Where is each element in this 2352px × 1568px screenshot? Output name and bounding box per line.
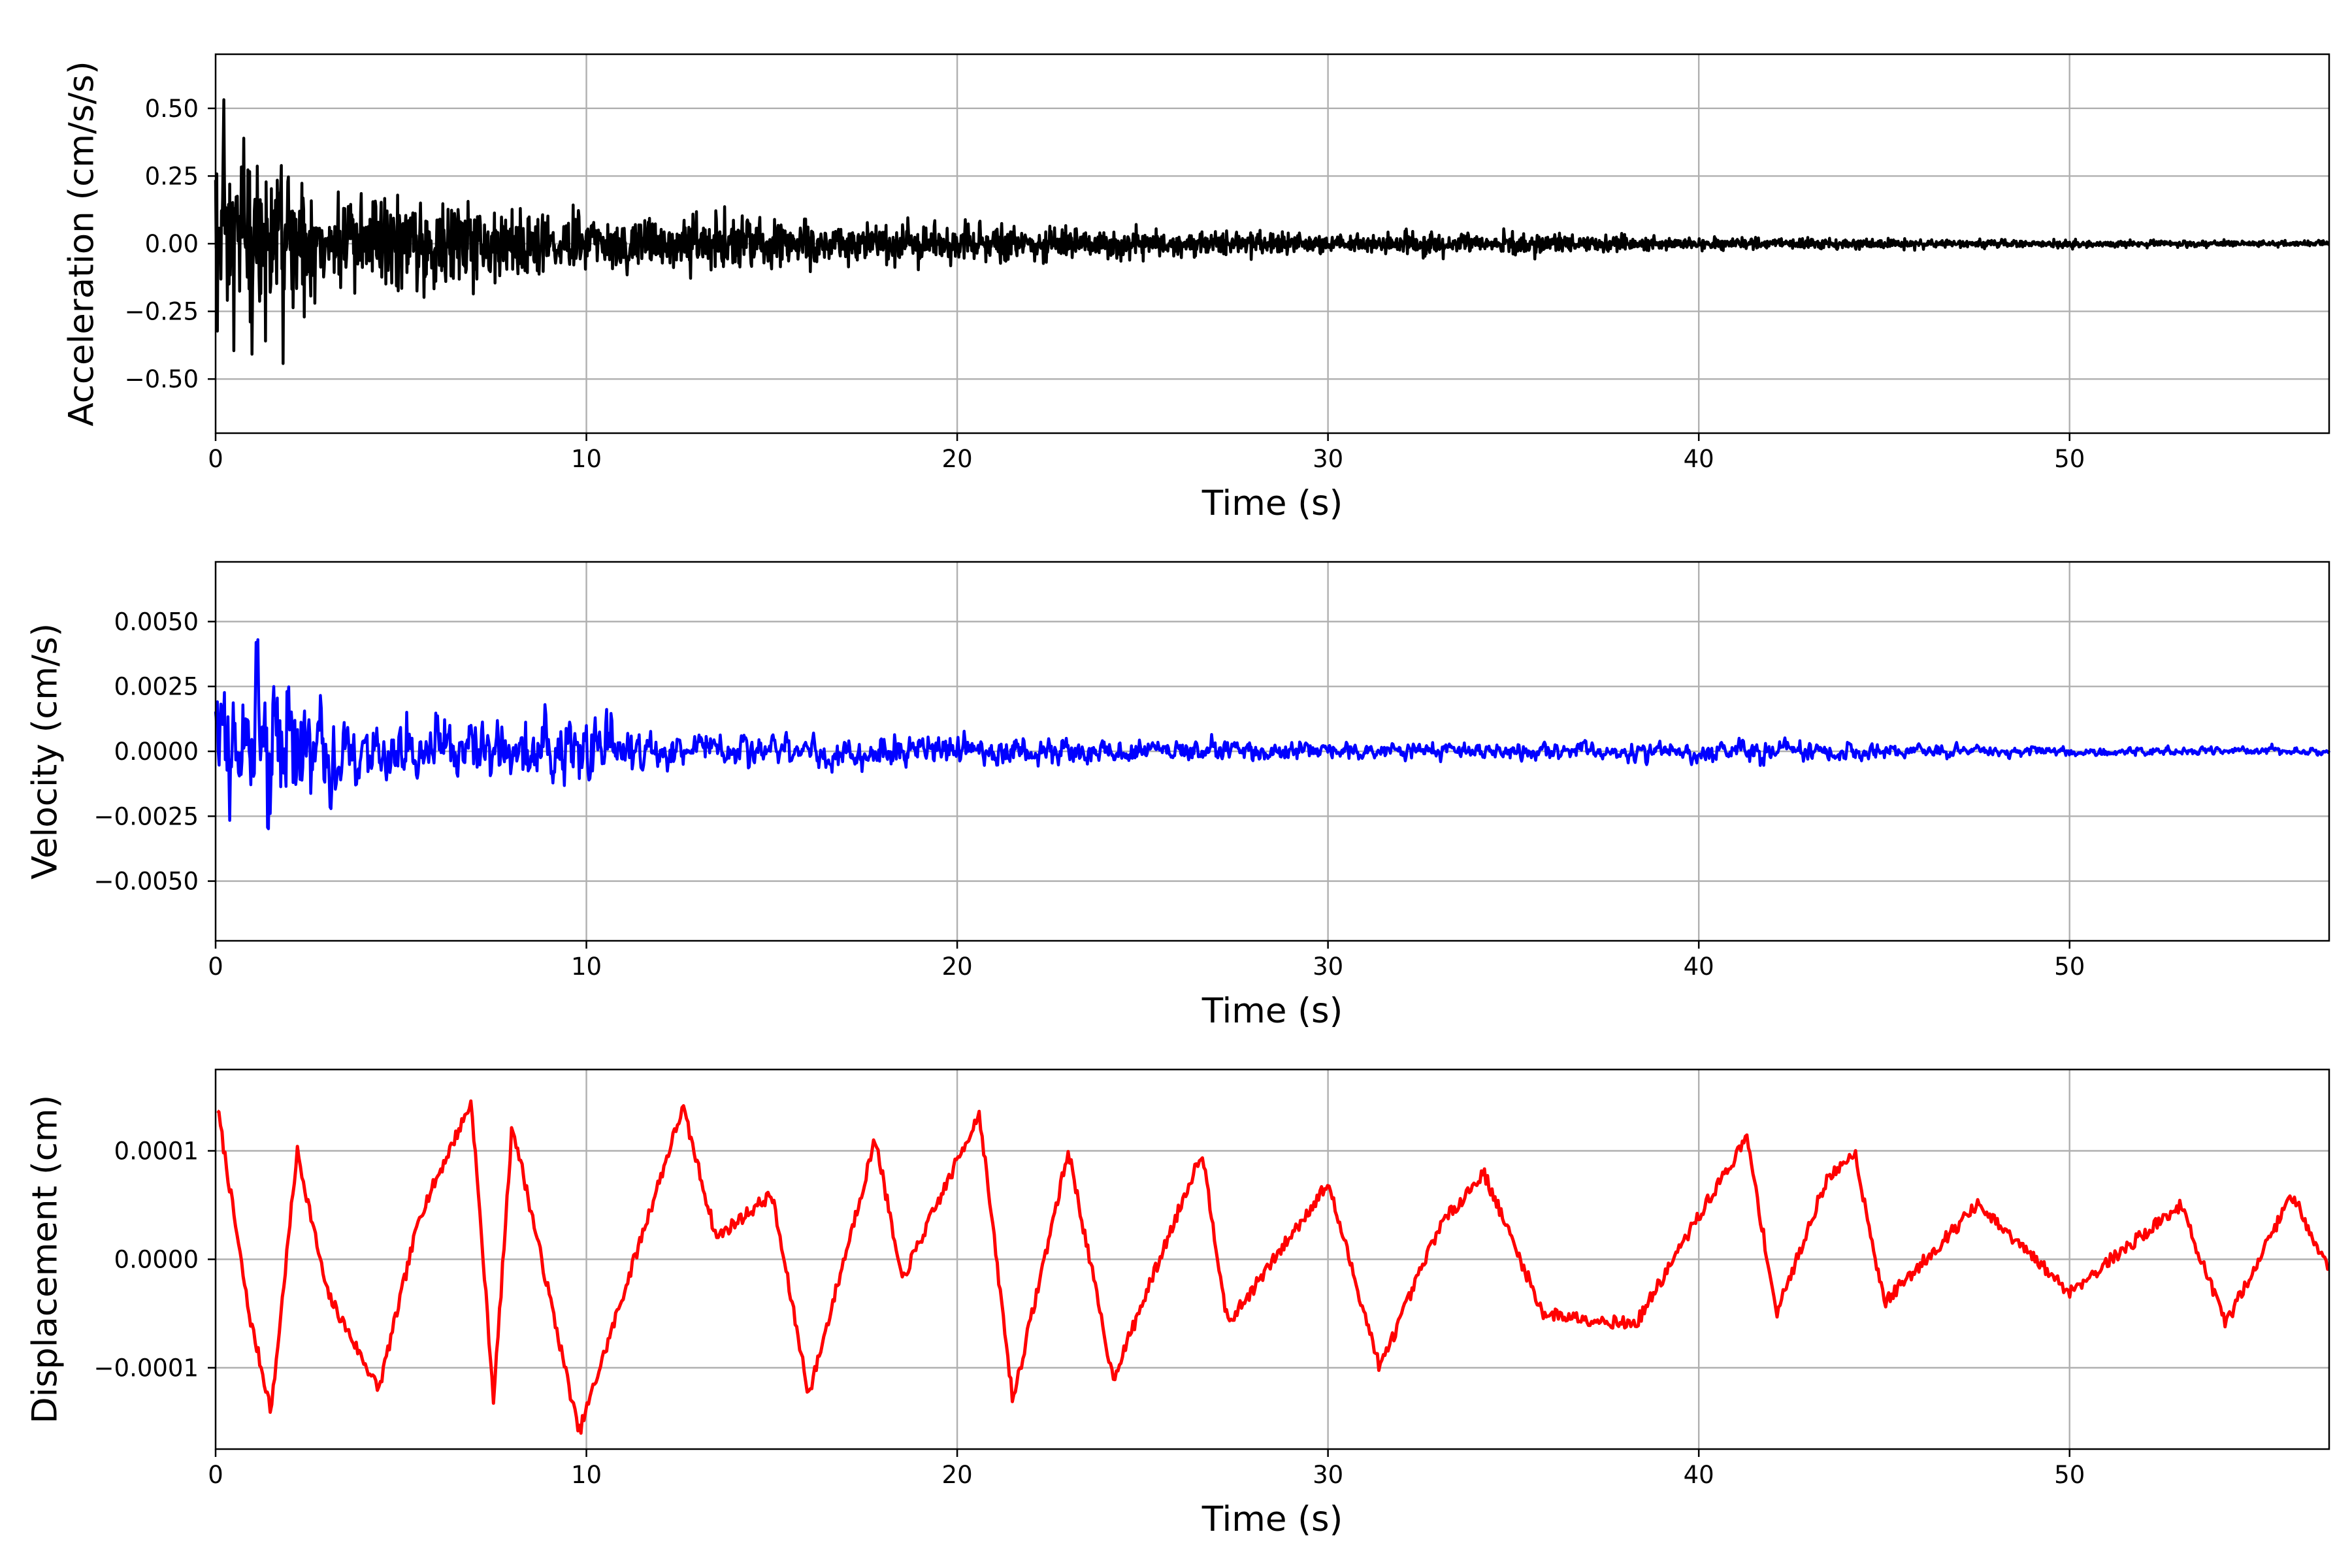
acceleration-ticks: 0 10 20 30 40 50 −0.50 −0.25 0.00 0.25 0.50 — [125, 95, 2085, 473]
displacement-x-tick-label-4: 40 — [1684, 1461, 1714, 1489]
velocity-y-axis-label: Velocity (cm/s) — [25, 623, 65, 879]
acceleration-y-axis-label: Acceleration (cm/s/s) — [62, 61, 102, 426]
displacement-y-axis-label: Displacement (cm) — [25, 1095, 65, 1424]
velocity-x-tick-label-2: 20 — [942, 953, 973, 981]
acceleration-trace — [214, 98, 2330, 365]
acceleration-x-tick-label-5: 50 — [2054, 445, 2085, 473]
velocity-y-tick-label-4: 0.0050 — [114, 608, 199, 636]
velocity-x-tick-label-4: 40 — [1684, 953, 1714, 981]
acceleration-y-tick-label-1: −0.25 — [125, 298, 199, 326]
displacement-x-tick-label-1: 10 — [571, 1461, 602, 1489]
displacement-x-tick-label-2: 20 — [942, 1461, 973, 1489]
velocity-x-tick-label-5: 50 — [2054, 953, 2085, 981]
velocity-x-tick-label-0: 0 — [208, 953, 223, 981]
displacement-y-tick-label-2: 0.0001 — [114, 1137, 199, 1166]
acceleration-y-tick-label-0: −0.50 — [125, 365, 199, 393]
acceleration-x-tick-label-0: 0 — [208, 445, 223, 473]
displacement-x-tick-label-3: 30 — [1313, 1461, 1343, 1489]
acceleration-y-tick-label-3: 0.25 — [145, 162, 199, 190]
acceleration-series-line — [214, 98, 2330, 365]
acceleration-x-tick-label-4: 40 — [1684, 445, 1714, 473]
velocity-y-tick-label-2: 0.0000 — [114, 738, 199, 766]
velocity-panel: 0 10 20 30 40 50 −0.0050 −0.0025 0.0000 0.0025 0.0… — [25, 561, 2331, 1031]
velocity-y-tick-label-0: −0.0050 — [94, 868, 199, 896]
velocity-y-tick-label-3: 0.0025 — [114, 673, 199, 701]
acceleration-x-tick-label-3: 30 — [1313, 445, 1343, 473]
acceleration-panel: 0 10 20 30 40 50 −0.50 −0.25 0.00 0.25 0.50 Time (… — [62, 53, 2330, 523]
displacement-y-tick-label-1: 0.0000 — [114, 1246, 199, 1274]
acceleration-x-tick-label-1: 10 — [571, 445, 602, 473]
velocity-x-tick-label-1: 10 — [571, 953, 602, 981]
velocity-grid — [216, 562, 2329, 941]
displacement-x-tick-label-5: 50 — [2054, 1461, 2085, 1489]
velocity-ticks: 0 10 20 30 40 50 −0.0050 −0.0025 0.0000 0.0025 0.0… — [94, 608, 2085, 981]
velocity-trace — [214, 638, 2331, 830]
velocity-series-line — [214, 638, 2331, 830]
displacement-x-axis-label: Time (s) — [1201, 1499, 1343, 1539]
velocity-y-tick-label-1: −0.0025 — [94, 802, 199, 830]
displacement-ticks: 0 10 20 30 40 50 −0.0001 0.0000 0.0001 — [94, 1137, 2085, 1490]
displacement-series-line — [216, 1099, 2330, 1435]
acceleration-x-tick-label-2: 20 — [942, 445, 973, 473]
velocity-x-axis-label: Time (s) — [1201, 991, 1343, 1031]
displacement-y-tick-label-0: −0.0001 — [94, 1354, 199, 1382]
acceleration-y-tick-label-2: 0.00 — [145, 230, 199, 258]
displacement-x-tick-label-0: 0 — [208, 1461, 223, 1489]
acceleration-y-tick-label-4: 0.50 — [145, 95, 199, 123]
velocity-x-tick-label-3: 30 — [1313, 953, 1343, 981]
displacement-trace — [216, 1099, 2330, 1435]
acceleration-x-axis-label: Time (s) — [1201, 483, 1343, 523]
